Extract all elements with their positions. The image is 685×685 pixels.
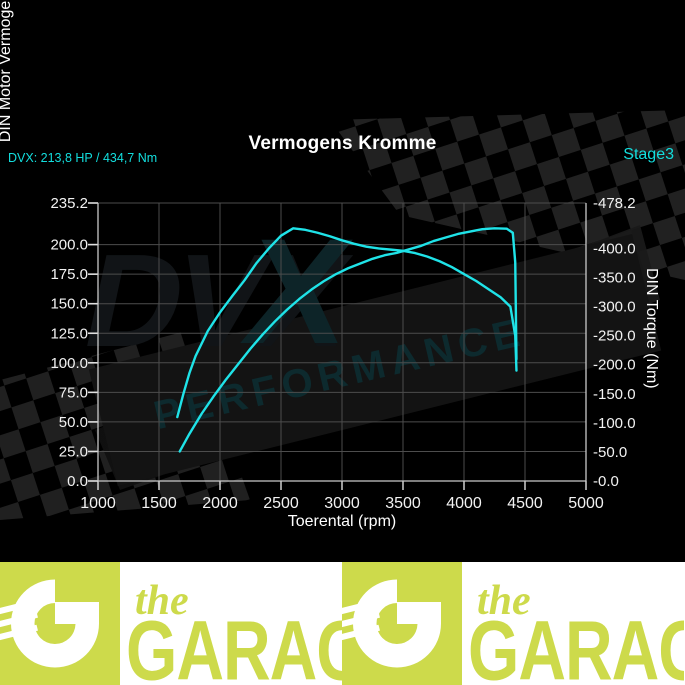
svg-text:175.0: 175.0 (50, 266, 88, 283)
logo-the-text: the (477, 578, 531, 624)
stage-badge: Stage3 (623, 146, 674, 163)
svg-text:150.0: 150.0 (50, 296, 88, 313)
svg-text:-150.0: -150.0 (593, 386, 636, 403)
svg-text:-200.0: -200.0 (593, 357, 636, 374)
dvx-readout: DVX: 213,8 HP / 434,7 Nm (8, 151, 158, 165)
logo-unit: the GARAGE (0, 562, 411, 685)
logo-garage-text: GARAGE (468, 604, 684, 685)
logo-unit: the GARAGE (328, 562, 685, 685)
svg-text:-400.0: -400.0 (593, 240, 636, 257)
svg-text:1000: 1000 (80, 495, 116, 512)
logo-speed-streaks (328, 598, 380, 644)
x-axis-title: Toerental (rpm) (287, 513, 397, 530)
chart-panel: DVX X PERFORMANCE Vermogens Kromme DVX: … (0, 0, 685, 530)
x-axis-ticks: 1000 1500 2000 2500 3000 3500 4000 4500 5000 (80, 481, 604, 512)
svg-text:200.0: 200.0 (50, 237, 88, 254)
page-title: Vermogens Kromme (248, 133, 437, 154)
svg-text:235.2: 235.2 (50, 195, 88, 212)
plot-svg: 0.0 25.0 50.0 75.0 100.0 125.0 150.0 175.0 200.0… (50, 195, 636, 512)
gridlines (98, 202, 586, 481)
garage-logo-band: the GARAGE the GARAGE (0, 562, 685, 685)
y-axis-right-ticks: -0.0 -50.0 -100.0 -150.0 -200.0 -250.0 -300.0 -… (593, 195, 636, 490)
svg-text:125.0: 125.0 (50, 325, 88, 342)
logo-garage-text: GARAGE (126, 604, 342, 685)
svg-text:-0.0: -0.0 (593, 473, 619, 490)
svg-text:-50.0: -50.0 (593, 444, 627, 461)
svg-text:100.0: 100.0 (50, 355, 88, 372)
svg-text:-300.0: -300.0 (593, 299, 636, 316)
y-axis-left-ticks: 0.0 25.0 50.0 75.0 100.0 125.0 150.0 175.0 200.0… (50, 195, 98, 490)
svg-text:2500: 2500 (263, 495, 299, 512)
svg-text:-100.0: -100.0 (593, 415, 636, 432)
svg-text:4500: 4500 (507, 495, 543, 512)
logo-the-text: the (135, 578, 189, 624)
svg-text:1500: 1500 (141, 495, 177, 512)
svg-text:2000: 2000 (202, 495, 238, 512)
svg-text:4000: 4000 (446, 495, 482, 512)
svg-text:5000: 5000 (568, 495, 604, 512)
svg-text:-250.0: -250.0 (593, 328, 636, 345)
svg-text:50.0: 50.0 (59, 414, 88, 431)
data-series (176, 227, 518, 453)
svg-text:-350.0: -350.0 (593, 270, 636, 287)
svg-text:0.0: 0.0 (67, 473, 88, 490)
svg-text:25.0: 25.0 (59, 443, 88, 460)
svg-text:75.0: 75.0 (59, 384, 88, 401)
logo-speed-streaks (0, 598, 38, 644)
svg-text:-478.2: -478.2 (593, 195, 636, 212)
svg-text:3500: 3500 (385, 495, 421, 512)
svg-text:3000: 3000 (324, 495, 360, 512)
